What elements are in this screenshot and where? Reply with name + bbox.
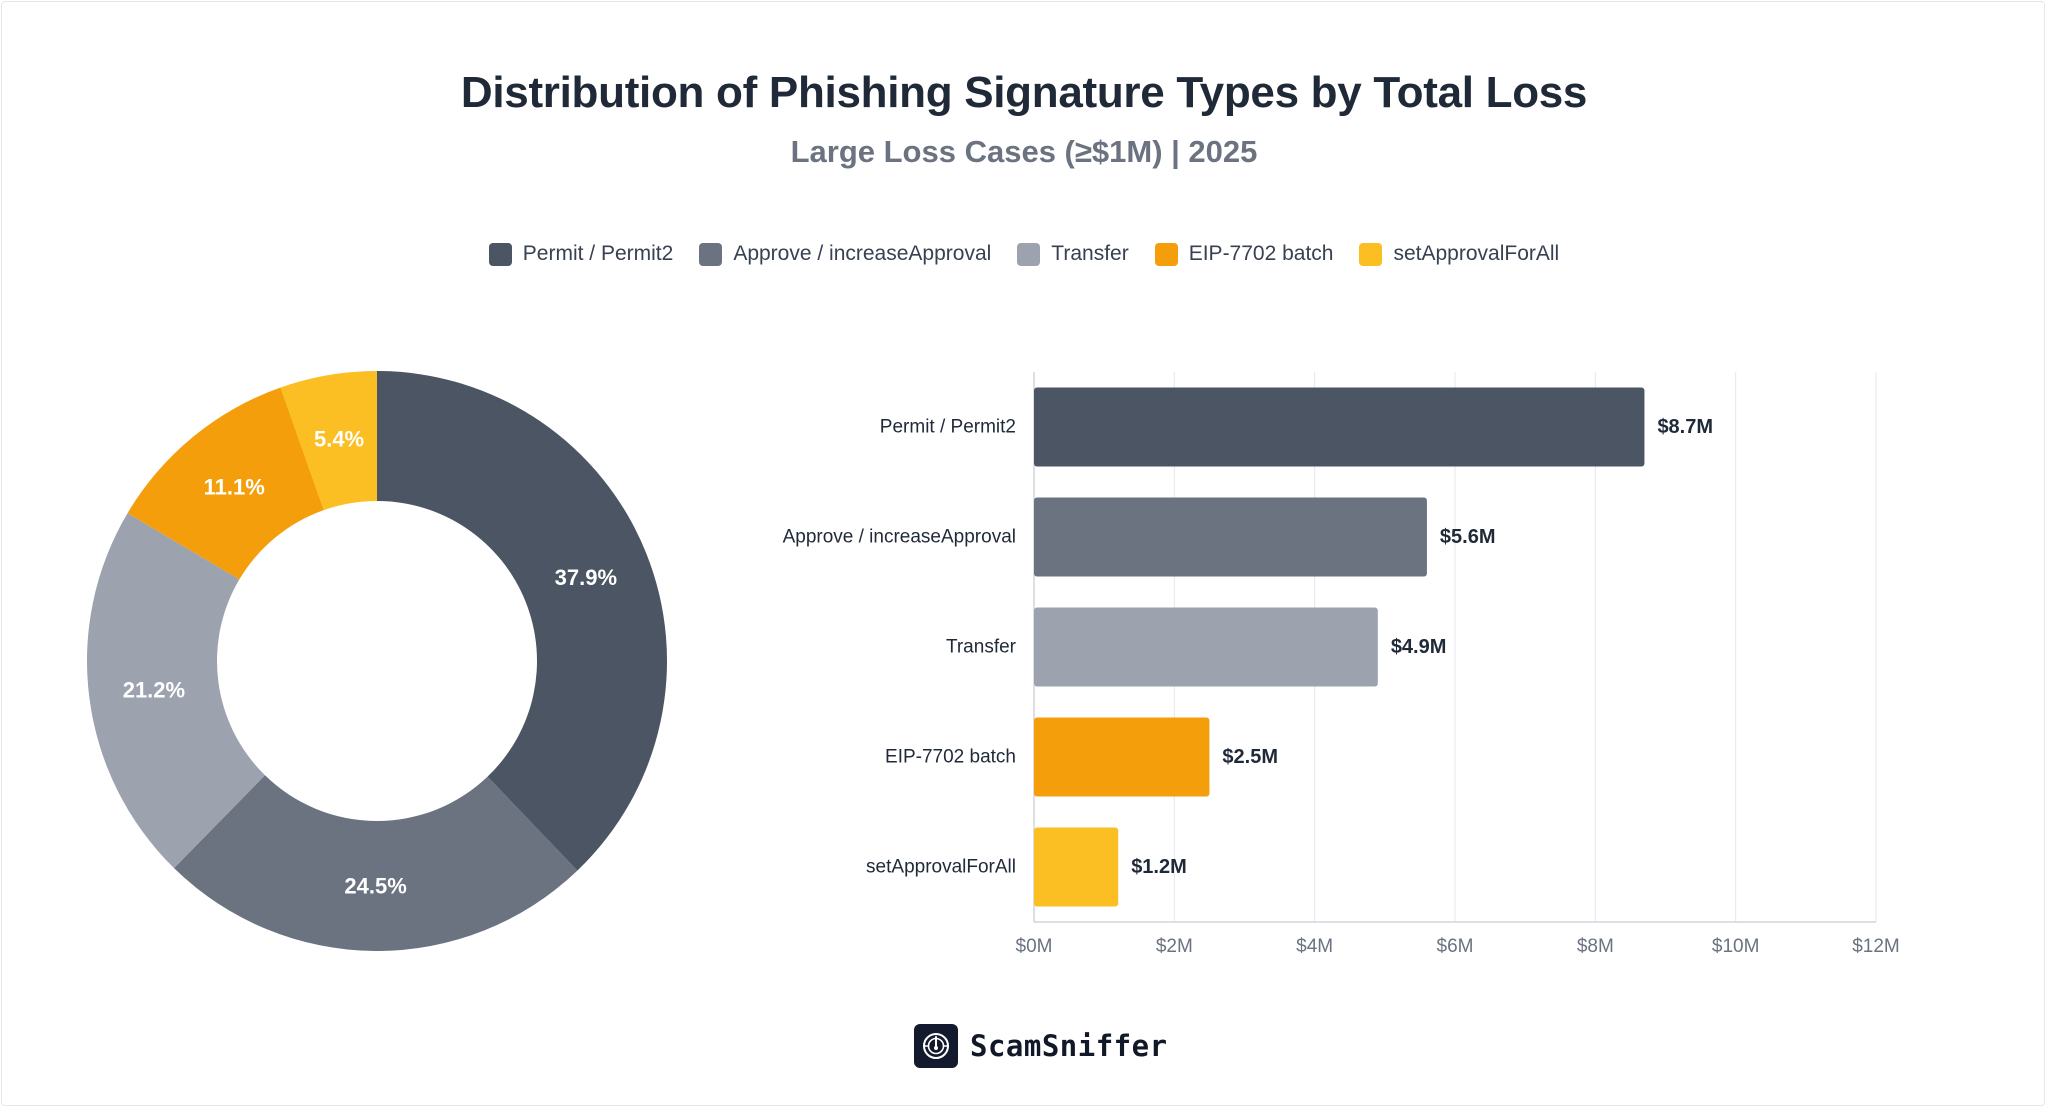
legend-item-transfer: Transfer bbox=[1017, 242, 1129, 266]
donut-slice-eip-7702-batch bbox=[127, 387, 324, 580]
donut-slice-setapprovalforall bbox=[280, 371, 377, 511]
bar-value-label: $5.6M bbox=[1440, 526, 1496, 548]
brand-name: ScamSniffer bbox=[970, 1029, 1168, 1063]
donut-value-label: 37.9% bbox=[555, 565, 617, 590]
donut-value-label: 5.4% bbox=[314, 427, 364, 452]
bar-chart: $0M $2M $4M $6M $8M $10M $12M Permit / Permit2 $… bbox=[783, 372, 1900, 957]
chart-title: Distribution of Phishing Signature Types… bbox=[460, 68, 1588, 117]
bar-value-label: $2.5M bbox=[1222, 746, 1278, 768]
scamsniffer-logo-icon bbox=[914, 1024, 958, 1068]
donut-slice-permit-permit2 bbox=[377, 371, 667, 871]
donut-slice-transfer bbox=[87, 513, 266, 869]
legend-swatch bbox=[1017, 242, 1041, 266]
bar-transfer bbox=[1034, 607, 1378, 687]
legend-item-setapprovalforall: setApprovalForAll bbox=[1359, 242, 1559, 266]
donut-value-label: 24.5% bbox=[344, 873, 406, 898]
chart-subtitle: Large Loss Cases (≥$1M) | 2025 bbox=[790, 134, 1258, 169]
bar-value-label: $4.9M bbox=[1391, 636, 1447, 658]
category-label: Permit / Permit2 bbox=[880, 417, 1016, 438]
donut-slice-approve-increaseapproval bbox=[174, 775, 578, 951]
legend-label: Transfer bbox=[1051, 242, 1129, 265]
x-tick-label: $8M bbox=[1577, 936, 1614, 957]
category-label: EIP-7702 batch bbox=[885, 747, 1016, 768]
legend-item-eip-7702-batch: EIP-7702 batch bbox=[1154, 242, 1334, 266]
x-tick-label: $12M bbox=[1852, 936, 1900, 957]
donut-value-label: 11.1% bbox=[204, 475, 265, 500]
legend-swatch bbox=[1154, 242, 1178, 266]
legend-label: Permit / Permit2 bbox=[522, 242, 674, 265]
legend-swatch bbox=[488, 242, 512, 266]
legend-label: EIP-7702 batch bbox=[1188, 242, 1334, 265]
category-label: Transfer bbox=[946, 637, 1017, 658]
legend-label: Approve / increaseApproval bbox=[733, 242, 992, 265]
bar-value-label: $8.7M bbox=[1657, 416, 1713, 438]
x-tick-label: $10M bbox=[1712, 936, 1760, 957]
legend-swatch bbox=[699, 242, 723, 266]
x-tick-label: $0M bbox=[1016, 936, 1053, 957]
legend-item-approve-increaseapproval: Approve / increaseApproval bbox=[699, 242, 991, 266]
legend-label: setApprovalForAll bbox=[1393, 242, 1560, 265]
bar-eip-7702-batch bbox=[1034, 717, 1210, 797]
legend: Permit / Permit2 Approve / increaseApprov… bbox=[0, 242, 2048, 266]
x-tick-label: $4M bbox=[1296, 936, 1333, 957]
bar-permit-permit2 bbox=[1034, 387, 1645, 467]
category-label: setApprovalForAll bbox=[866, 857, 1016, 878]
donut-value-label: 21.2% bbox=[123, 678, 185, 703]
x-tick-label: $6M bbox=[1437, 936, 1474, 957]
bar-setapprovalforall bbox=[1034, 827, 1119, 907]
bar-approve-increaseapproval bbox=[1034, 497, 1427, 577]
donut-chart: 37.9% 24.5% 21.2% 11.1% 5.4% bbox=[87, 371, 667, 951]
legend-item-permit-permit2: Permit / Permit2 bbox=[488, 242, 674, 266]
legend-swatch bbox=[1359, 242, 1383, 266]
brand: ScamSniffer bbox=[914, 1024, 1168, 1068]
category-label: Approve / increaseApproval bbox=[783, 527, 1016, 548]
x-tick-label: $2M bbox=[1156, 936, 1193, 957]
bar-value-label: $1.2M bbox=[1131, 856, 1187, 878]
